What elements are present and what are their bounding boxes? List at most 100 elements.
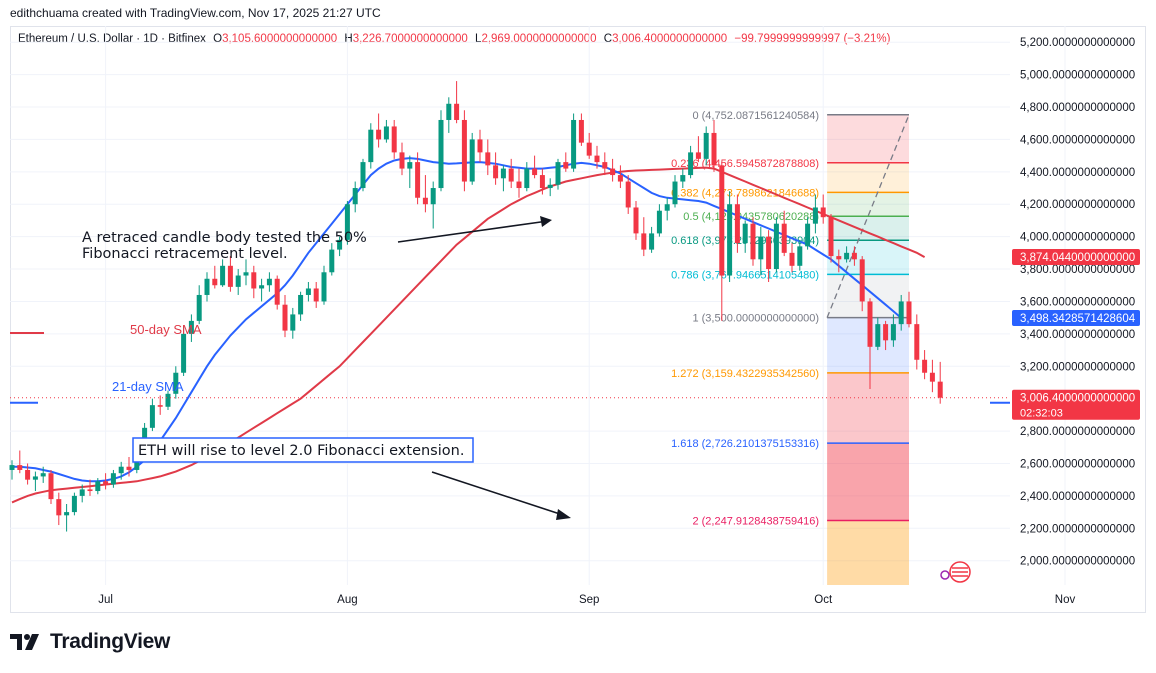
- candle-body: [602, 162, 608, 169]
- brand: TradingView: [10, 630, 170, 654]
- candle-body: [641, 233, 647, 250]
- candle-body: [79, 489, 85, 496]
- candle-body: [844, 252, 850, 260]
- candle-body: [290, 314, 296, 331]
- annotation-arrow: [397, 220, 549, 243]
- candle-body: [890, 324, 896, 341]
- candle-body: [578, 119, 584, 143]
- candle-body: [711, 132, 717, 166]
- fib-trend-line: [826, 114, 910, 318]
- candle-body: [95, 481, 101, 492]
- us-flag-stripes: [952, 567, 968, 577]
- y-tick-label: 2,800.0000000000000: [1020, 426, 1135, 438]
- candle-body: [181, 333, 187, 373]
- candle-body: [454, 103, 460, 120]
- candle-body: [851, 252, 857, 260]
- candle-body: [196, 294, 202, 321]
- candle-body: [820, 207, 826, 218]
- candle-body: [680, 175, 686, 182]
- candle-body: [805, 223, 811, 247]
- candle-body: [797, 246, 803, 266]
- candle-body: [539, 175, 545, 189]
- candle-body: [103, 481, 109, 485]
- candle-body: [703, 132, 709, 159]
- candle-body: [633, 207, 639, 234]
- candle-body: [524, 168, 530, 189]
- high-label: H: [344, 33, 353, 45]
- candle-body: [493, 165, 499, 179]
- fib-level-label: 2 (2,247.9128438759416): [692, 516, 819, 528]
- candle-body: [742, 223, 748, 244]
- y-tick-label: 3,400.0000000000000: [1020, 329, 1135, 341]
- candle-body: [227, 265, 233, 287]
- candle-body: [422, 197, 428, 205]
- candle-body: [828, 217, 834, 257]
- candle-body: [149, 405, 155, 428]
- candle-body: [40, 473, 46, 477]
- candle-body: [305, 288, 311, 295]
- y-tick-label: 4,600.0000000000000: [1020, 134, 1135, 146]
- x-tick-label: Jul: [98, 594, 113, 606]
- candle-body: [719, 165, 725, 276]
- price-badge: [1012, 249, 1140, 266]
- candle-body: [875, 324, 881, 347]
- candle-body: [766, 236, 772, 270]
- y-tick-label: 5,200.0000000000000: [1020, 37, 1135, 49]
- candle-body: [758, 236, 764, 260]
- y-tick-label: 4,400.0000000000000: [1020, 167, 1135, 179]
- fib-level-label: 1.272 (3,159.4322935342560): [671, 368, 819, 380]
- candle-body: [883, 324, 889, 341]
- candle-body: [688, 152, 694, 176]
- candle-body: [461, 119, 467, 182]
- candle-body: [734, 204, 740, 244]
- attribution: edithchuama created with TradingView.com…: [10, 6, 381, 20]
- x-tick-label: Aug: [337, 594, 357, 606]
- candle-body: [477, 139, 483, 153]
- open-label: O: [213, 33, 223, 45]
- annotation-arrow: [431, 471, 567, 517]
- candle-body: [407, 162, 413, 169]
- sma50-label: 50-day SMA: [130, 322, 202, 337]
- candle-body: [617, 175, 623, 182]
- candle-body: [469, 139, 475, 182]
- candle-body: [376, 129, 382, 140]
- fib-zone: [827, 216, 909, 241]
- arrowhead-icon: [556, 509, 571, 520]
- candle-body: [859, 259, 865, 302]
- low-label: L: [475, 33, 482, 45]
- candle-body: [664, 204, 670, 211]
- candle-body: [17, 465, 23, 470]
- candle-body: [594, 155, 600, 163]
- candle-body: [836, 256, 842, 260]
- price-badge-countdown: 02:32:03: [1020, 408, 1063, 420]
- y-tick-label: 3,800.0000000000000: [1020, 264, 1135, 276]
- fib-level-label: 0.382 (4,273.7898621846688): [671, 187, 819, 199]
- candle-body: [867, 301, 873, 347]
- candle-body: [937, 381, 943, 398]
- tradingview-logo-icon: [10, 634, 39, 650]
- fib-level-label: 0 (4,752.0871561240584): [692, 110, 819, 122]
- x-tick-label: Sep: [579, 594, 599, 606]
- candle-body: [649, 233, 655, 250]
- candle-body: [87, 489, 93, 492]
- price-badge: [1012, 309, 1140, 326]
- candle-body: [368, 129, 374, 163]
- candle-body: [789, 252, 795, 266]
- candle-body: [438, 119, 444, 189]
- candle-body: [165, 393, 171, 407]
- price-badge-label: 3,498.3428571428604: [1020, 313, 1136, 325]
- fib-level-label: 1 (3,500.0000000000000): [692, 313, 819, 325]
- candle-body: [321, 272, 327, 302]
- fib-zone: [827, 114, 909, 163]
- candle-body: [914, 324, 920, 360]
- y-tick-label: 4,800.0000000000000: [1020, 102, 1135, 114]
- candle-body: [9, 465, 15, 470]
- event-marker-icon[interactable]: [940, 570, 950, 580]
- y-tick-label: 2,200.0000000000000: [1020, 523, 1135, 535]
- fib-level-label: 0.236 (4,456.5945872878808): [671, 158, 819, 170]
- candle-body: [251, 272, 257, 289]
- y-tick-label: 2,400.0000000000000: [1020, 491, 1135, 503]
- price-badge-label: 3,006.4000000000000: [1020, 393, 1135, 405]
- candle-body: [274, 278, 280, 305]
